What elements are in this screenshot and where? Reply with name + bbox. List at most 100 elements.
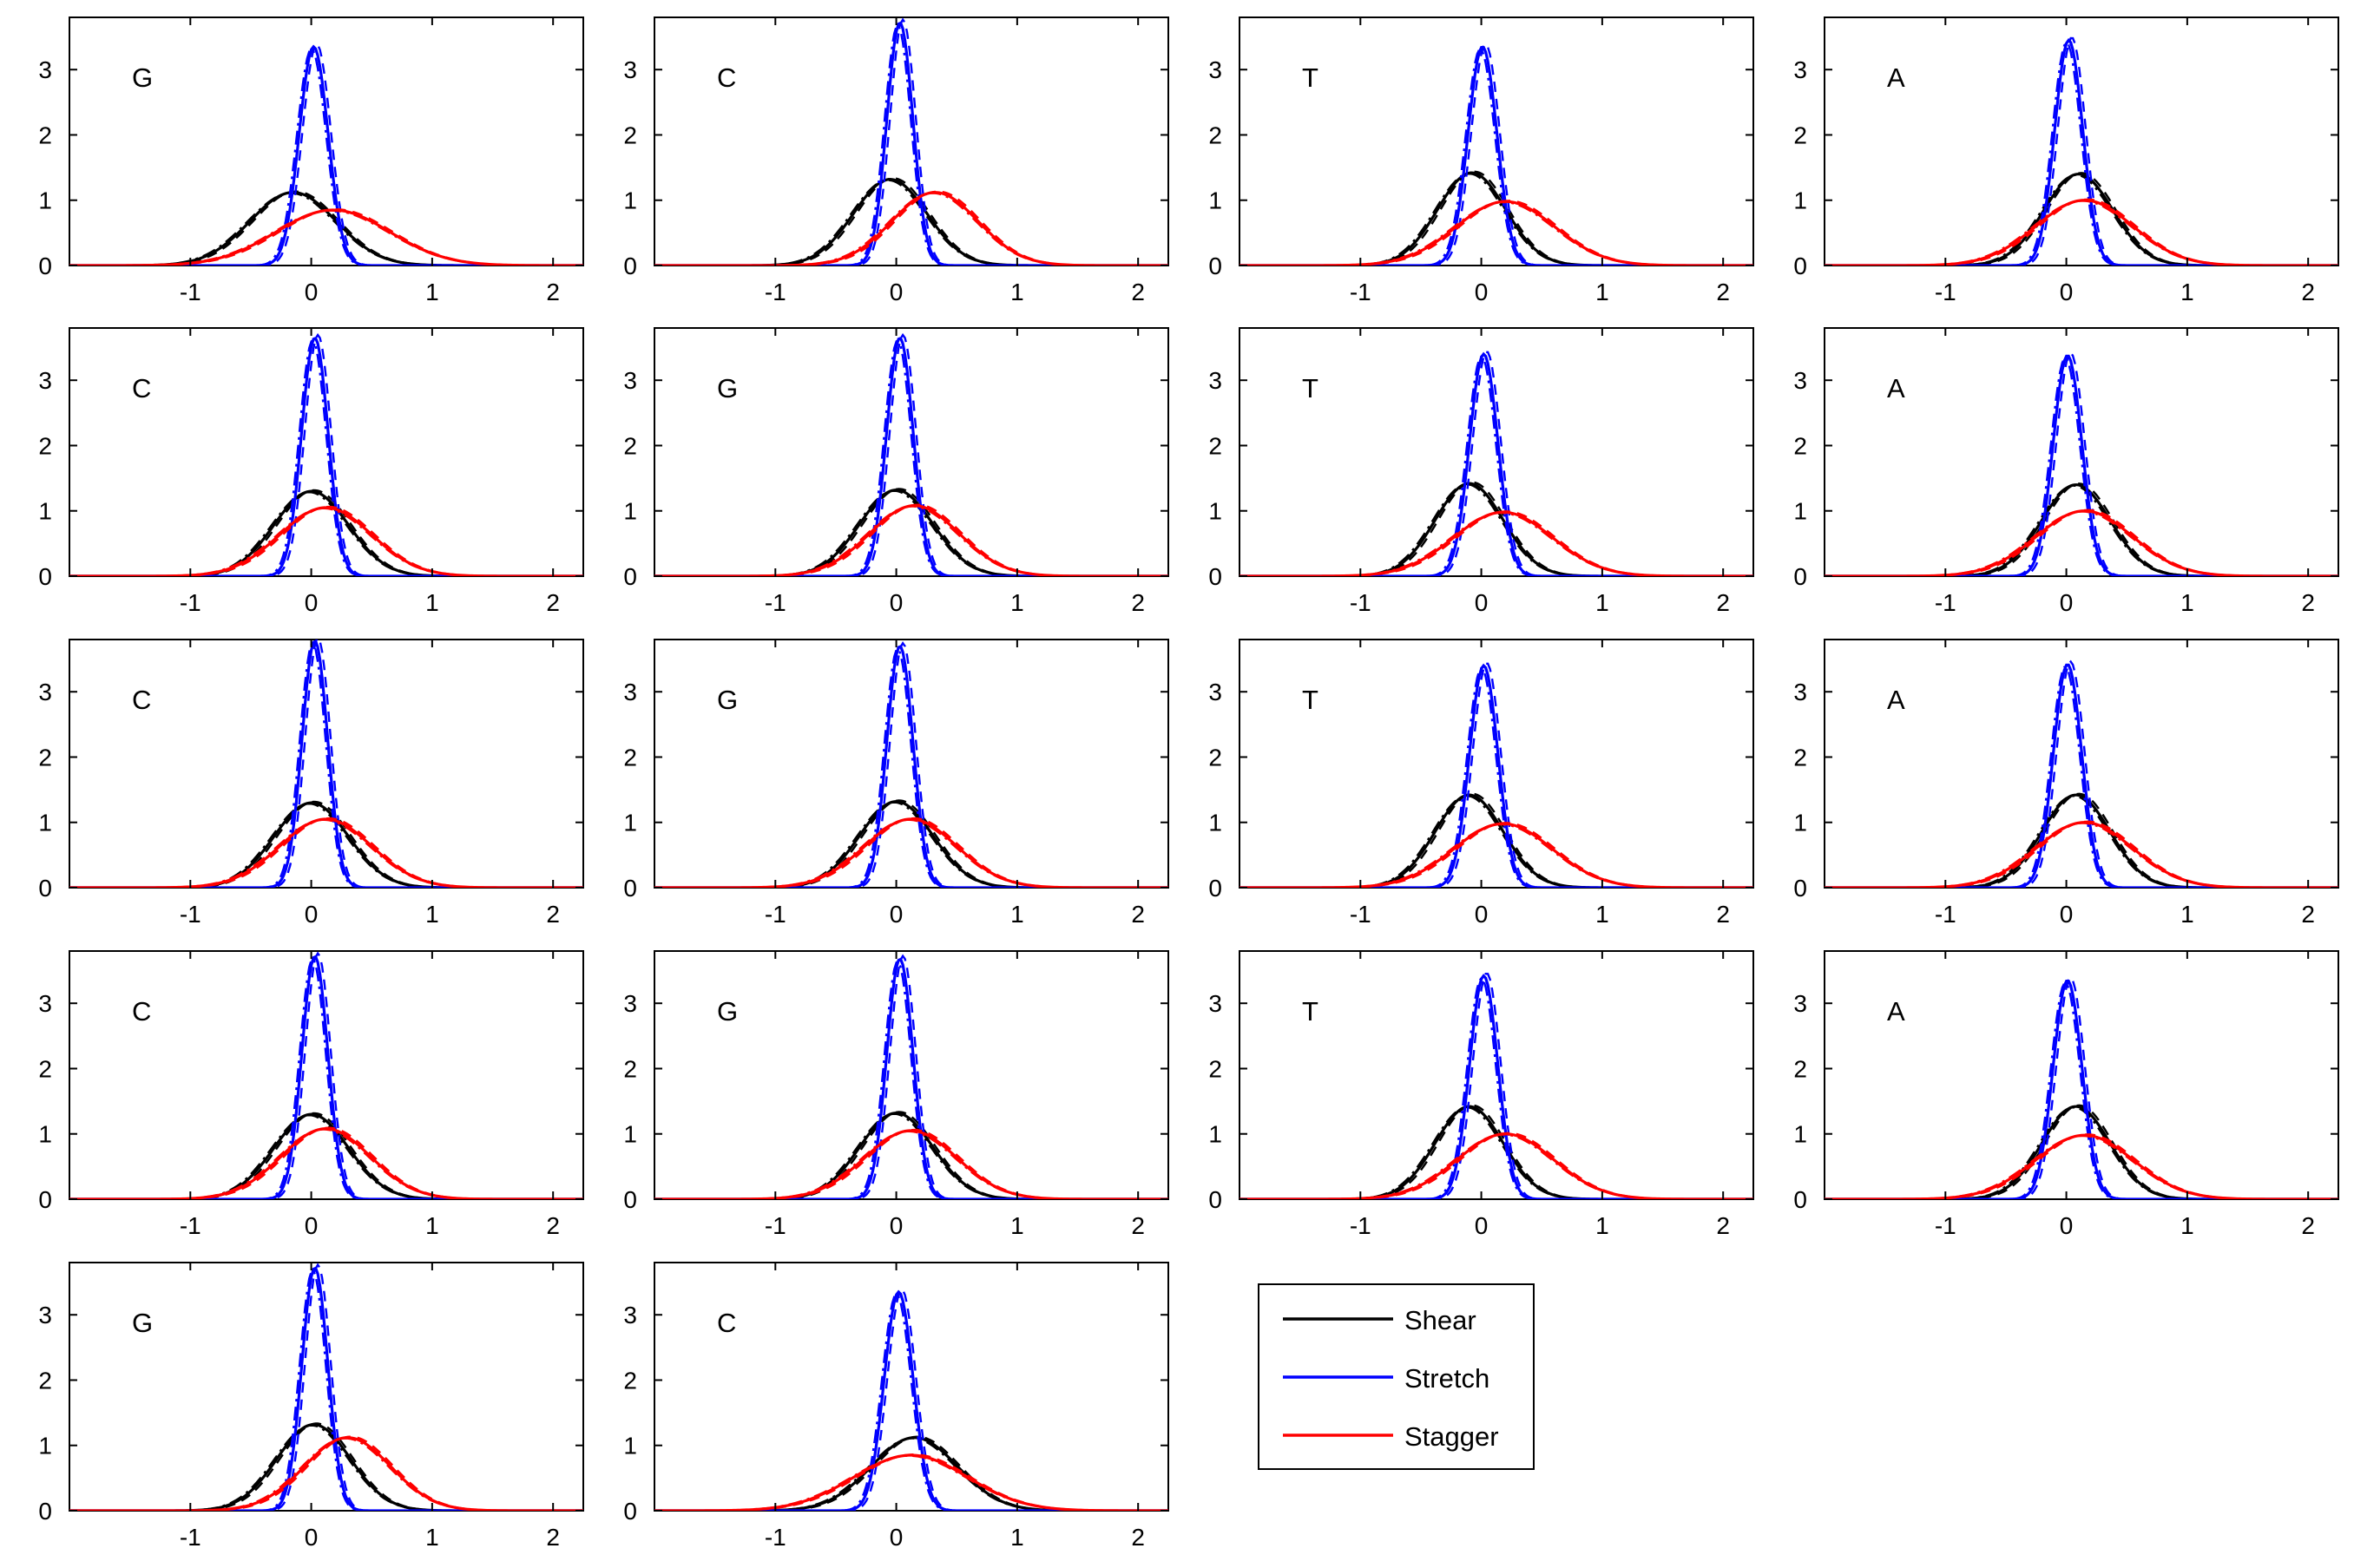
y-tick-label: 2: [1208, 432, 1222, 459]
x-tick-label: 1: [2180, 901, 2194, 928]
stretch-curve-dashdot: [1239, 976, 1753, 1199]
stretch-curve-dashed: [69, 951, 583, 1199]
y-tick-label: 3: [623, 990, 637, 1017]
panel-7: -1 0 1 2 0 1 2 3 T: [1208, 327, 1754, 616]
x-tick-label: 1: [2180, 1212, 2194, 1239]
panel-10: -1 0 1 2 0 1 2 3 G: [623, 639, 1169, 928]
y-tick-label: 2: [1208, 1055, 1222, 1082]
x-tick-label: 1: [425, 901, 439, 928]
panel-curves: [1239, 972, 1753, 1199]
panel-frame: [654, 327, 1169, 577]
y-tick-label: 2: [1793, 432, 1807, 459]
x-tick-label: 1: [1595, 1212, 1609, 1239]
x-tick-label: -1: [1935, 901, 1956, 928]
panel-curves: [1825, 659, 2338, 888]
y-tick-label: 0: [623, 253, 637, 279]
panel-6: -1 0 1 2 0 1 2 3 G: [623, 327, 1169, 616]
stretch-curve-solid: [654, 644, 1168, 888]
panel-2: -1 0 1 2 0 1 2 3 C: [623, 16, 1169, 305]
y-tick-label: 1: [38, 810, 52, 836]
x-tick-label: 1: [425, 279, 439, 305]
stagger-curve-dashdot: [1239, 823, 1753, 888]
x-tick-label: 1: [1010, 1212, 1024, 1239]
stretch-curve-dashdot: [1825, 41, 2338, 266]
y-tick-label: 1: [1208, 187, 1222, 214]
panel-curves: [69, 640, 583, 888]
x-tick-label: 0: [2060, 901, 2074, 928]
x-tick-label: 2: [1131, 901, 1145, 928]
x-tick-label: 0: [890, 589, 904, 616]
stretch-curve-dashdot: [1825, 357, 2338, 576]
stagger-curve-dashdot: [69, 209, 583, 266]
panel-15: -1 0 1 2 0 1 2 3 T: [1208, 950, 1754, 1239]
stretch-curve-solid: [69, 336, 583, 576]
stretch-curve-dashdot: [1239, 666, 1753, 888]
stretch-curve-dashed: [654, 954, 1168, 1199]
panel-3: -1 0 1 2 0 1 2 3 T: [1208, 16, 1754, 305]
stretch-curve-solid: [69, 44, 583, 266]
panel-frame: [654, 950, 1169, 1200]
stretch-curve-solid: [1825, 979, 2338, 1199]
y-tick-label: 3: [1208, 679, 1222, 705]
x-tick-label: 0: [305, 901, 319, 928]
panel-16: -1 0 1 2 0 1 2 3 A: [1793, 950, 2339, 1239]
panel-frame: [69, 639, 584, 889]
stagger-curve-dashdot: [69, 1437, 583, 1511]
panel-8: -1 0 1 2 0 1 2 3 A: [1793, 327, 2339, 616]
stagger-curve-dashed: [654, 190, 1168, 266]
x-tick-label: 1: [1010, 279, 1024, 305]
stretch-curve-dashdot: [1239, 354, 1753, 576]
y-tick-label: 0: [623, 563, 637, 590]
stagger-curve-dashdot: [1825, 822, 2338, 888]
panel-label: A: [1887, 373, 1905, 403]
panel-curves: [654, 1289, 1168, 1511]
panel-label: T: [1302, 996, 1318, 1027]
stretch-curve-solid: [1825, 663, 2338, 888]
y-tick-label: 2: [623, 121, 637, 148]
y-tick-label: 1: [38, 1433, 52, 1460]
y-tick-label: 1: [623, 498, 637, 525]
stretch-curve-dashed: [1239, 43, 1753, 266]
y-tick-label: 3: [38, 679, 52, 705]
panel-frame: [1239, 950, 1754, 1200]
stretch-curve-solid: [654, 1289, 1168, 1511]
x-tick-label: -1: [765, 901, 786, 928]
y-tick-label: 1: [1793, 1121, 1807, 1148]
y-tick-label: 0: [1793, 1186, 1807, 1213]
y-tick-label: 0: [38, 563, 52, 590]
panel-13: -1 0 1 2 0 1 2 3 C: [38, 950, 584, 1239]
panels: -1 0 1 2 0 1 2 3 G -1 0 1 2 0 1 2 3 C -1 0 1 2 0 1 2 3 T -1 0 1 2 0 1 2 3 A…: [38, 16, 2339, 1551]
x-tick-label: 0: [2060, 279, 2074, 305]
stretch-curve-solid: [69, 955, 583, 1199]
x-tick-label: 2: [1716, 279, 1730, 305]
y-tick-label: 0: [38, 1498, 52, 1525]
y-tick-label: 3: [623, 1302, 637, 1329]
y-tick-label: 1: [623, 1121, 637, 1148]
x-tick-label: 2: [1131, 1212, 1145, 1239]
stretch-curve-dashed: [654, 1289, 1168, 1511]
legend: Shear Stretch Stagger: [1258, 1283, 1535, 1470]
panel-label: G: [132, 1308, 153, 1338]
shear-curve-dashdot: [1825, 174, 2338, 266]
shear-curve-solid: [1825, 793, 2338, 888]
x-tick-label: 1: [1010, 901, 1024, 928]
stretch-curve-solid: [654, 957, 1168, 1199]
panel-label: T: [1302, 685, 1318, 715]
stretch-curve-dashed: [1825, 36, 2338, 266]
x-tick-label: -1: [765, 1524, 786, 1551]
y-tick-label: 0: [623, 1186, 637, 1213]
stretch-curve-dashed: [654, 17, 1168, 266]
x-tick-label: 1: [1595, 279, 1609, 305]
y-tick-label: 3: [1793, 56, 1807, 83]
x-tick-label: 1: [1595, 901, 1609, 928]
x-tick-label: -1: [1350, 279, 1371, 305]
stretch-curve-solid: [1239, 974, 1753, 1199]
y-tick-label: 2: [38, 121, 52, 148]
x-tick-label: -1: [180, 1212, 201, 1239]
stagger-curve-dashdot: [1239, 511, 1753, 576]
panel-curves: [69, 951, 583, 1199]
y-tick-label: 0: [1793, 253, 1807, 279]
stretch-curve-dashed: [654, 640, 1168, 888]
panel-9: -1 0 1 2 0 1 2 3 C: [38, 639, 584, 928]
